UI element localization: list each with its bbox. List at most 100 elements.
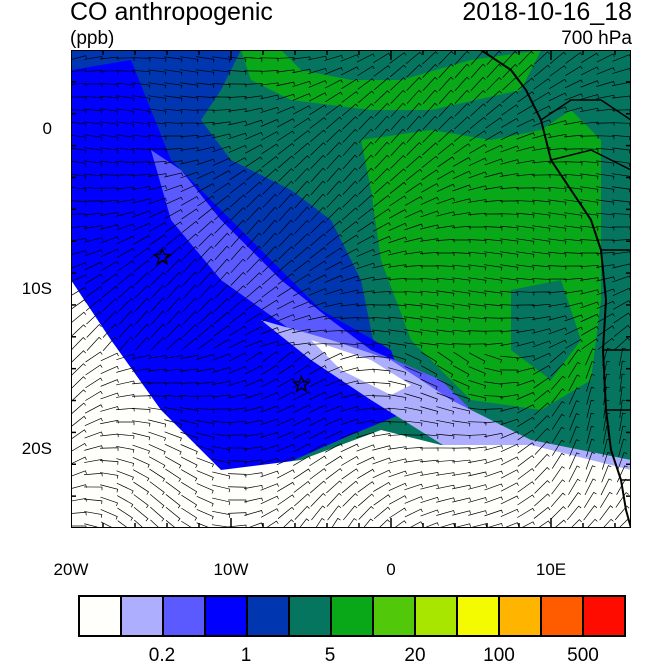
wind-barb (260, 82, 279, 87)
wind-barb (84, 511, 103, 518)
wind-barb (101, 273, 119, 285)
wind-barb (276, 404, 295, 414)
wind-barb (324, 430, 343, 440)
wind-barb (71, 498, 87, 502)
wind-barb (534, 402, 551, 416)
wind-barb (227, 460, 247, 465)
wind-barb (468, 157, 487, 167)
region-white (71, 280, 631, 528)
wind-barb (229, 169, 247, 181)
wind-barb (580, 66, 599, 76)
wind-barb (164, 368, 183, 373)
wind-barb (245, 299, 263, 311)
wind-barb (308, 315, 327, 321)
wind-barb (326, 180, 342, 195)
wind-barb (132, 469, 150, 482)
wind-barb (564, 173, 583, 179)
wind-barb (197, 338, 215, 350)
wind-barb (148, 185, 167, 191)
wind-barb (260, 378, 279, 388)
wind-barb (260, 313, 279, 323)
wind-barb (548, 212, 567, 219)
wind-barb (500, 469, 519, 479)
wind-barb (404, 237, 423, 243)
wind-barb (196, 522, 212, 528)
wind-barb (292, 417, 311, 427)
wind-barb (118, 285, 135, 299)
wind-barb (406, 89, 422, 104)
lon-label-20w: 20W (53, 560, 89, 579)
wind-barb (324, 379, 343, 387)
wind-barb (84, 459, 103, 463)
wind-barb (452, 379, 470, 390)
wind-barb (405, 182, 423, 194)
wind-barb (552, 426, 565, 443)
wind-barb (277, 259, 295, 273)
wind-barb (71, 511, 87, 516)
wind-barb (342, 207, 359, 221)
wind-barb (356, 276, 375, 282)
wind-barb (420, 433, 439, 439)
wind-barb (244, 484, 263, 489)
wind-barb (116, 433, 135, 439)
wind-barb (564, 225, 583, 232)
wind-barb (212, 157, 231, 166)
colorbar-swatch (458, 597, 500, 635)
wind-barb (196, 354, 215, 360)
wind-barb (71, 82, 87, 87)
wind-barb (278, 232, 294, 247)
wind-barb (436, 277, 455, 284)
wind-barb (404, 366, 422, 377)
wind-barb (341, 234, 359, 246)
wind-barb (165, 494, 181, 509)
wind-barb (371, 317, 391, 322)
wind-barb (619, 399, 626, 418)
wind-barb (117, 495, 134, 508)
wind-barb (180, 147, 199, 151)
wind-barb (308, 378, 327, 388)
wind-barb (602, 438, 611, 457)
wind-barb (246, 272, 262, 286)
wind-barb (586, 386, 595, 405)
wind-barb (358, 115, 374, 130)
wind-barb (420, 459, 439, 464)
wind-barb (616, 478, 629, 496)
wind-barb (71, 160, 87, 167)
wind-barb (213, 194, 231, 207)
wind-barb (165, 481, 181, 496)
wind-barb (586, 399, 595, 418)
wind-barb (179, 135, 199, 139)
wind-barb (132, 198, 151, 204)
wind-barb (612, 160, 631, 167)
wind-barb (341, 456, 359, 466)
wind-barb (260, 483, 279, 491)
wind-barb (355, 317, 375, 322)
wind-barb (164, 431, 182, 442)
wind-barb (603, 399, 610, 418)
wind-barb (484, 238, 503, 245)
wind-barb (600, 491, 613, 508)
wind-barb (436, 419, 455, 427)
wind-barb (324, 302, 343, 308)
wind-barb (534, 415, 550, 429)
wind-barb (550, 363, 566, 377)
wind-barb (436, 316, 455, 323)
wind-barb (579, 239, 599, 244)
wind-barb (198, 245, 214, 260)
wind-barb (163, 122, 183, 127)
wind-barb (293, 260, 311, 272)
wind-barb (468, 458, 487, 463)
wind-barb (567, 349, 581, 365)
wind-barb (500, 418, 519, 426)
wind-barb (357, 493, 375, 507)
wind-barb (420, 378, 438, 390)
wind-barb (133, 507, 149, 522)
wind-barb (484, 420, 503, 425)
wind-barb (116, 407, 135, 412)
wind-barb (308, 80, 327, 88)
wind-barb (618, 438, 627, 457)
wind-barb (227, 96, 247, 100)
wind-barb (100, 496, 118, 507)
wind-barb (532, 238, 551, 245)
wind-barb (356, 53, 375, 63)
